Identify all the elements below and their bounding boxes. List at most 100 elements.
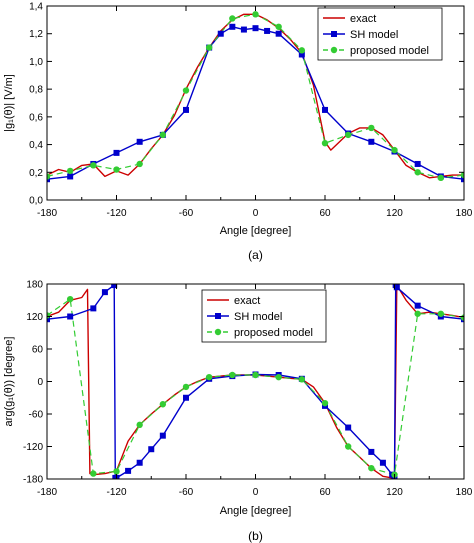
chart-b-point-sh-model <box>148 446 155 453</box>
chart-a-point-proposed-model <box>66 167 74 175</box>
chart-b-point-sh-model <box>90 305 97 312</box>
chart-a-point-proposed-model <box>182 87 190 94</box>
chart-b-x-tick-label: 60 <box>319 487 331 498</box>
chart-b-point-proposed-model <box>90 470 97 477</box>
chart-a-legend-label-proposed-model: proposed model <box>350 45 429 57</box>
chart-a-y-tick-label: 0,8 <box>29 85 43 96</box>
chart-b-point-sh-model <box>159 432 166 439</box>
chart-b-point-sh-model <box>101 289 108 296</box>
chart-b-point-proposed-model <box>113 468 120 475</box>
chart-a-point-sh-model <box>67 173 74 180</box>
chart-a-legend-marker-proposed-model <box>330 46 338 54</box>
chart-a-y-axis-label: |g₁(θ)| [V/m] <box>3 74 15 132</box>
chart-a-point-proposed-model <box>321 139 329 147</box>
chart-b-point-proposed-model <box>460 314 464 321</box>
chart-a-x-tick-label: 180 <box>456 208 473 219</box>
chart-b-point-proposed-model <box>344 443 352 450</box>
chart-b-x-axis-label: Angle [degree] <box>220 505 292 517</box>
chart-b-point-sh-model <box>125 467 132 474</box>
chart-b-point-proposed-model <box>229 371 236 379</box>
chart-b-legend: exact SH model proposed model <box>201 289 327 343</box>
chart-b-point-proposed-model <box>252 371 259 379</box>
chart-b-point-proposed-model <box>159 401 167 408</box>
chart-a-point-sh-model <box>113 149 120 156</box>
chart-a-legend: exact SH model proposed model <box>317 7 443 61</box>
chart-b-point-proposed-model <box>414 310 421 317</box>
chart-b-point-sh-model <box>393 284 400 291</box>
chart-a-point-proposed-model <box>252 11 259 18</box>
chart-a-y-tick-label: 1,2 <box>29 29 43 40</box>
chart-a-legend-label-sh-model: SH model <box>350 29 398 41</box>
chart-b-x-tick-label: -120 <box>106 487 126 498</box>
chart-b-y-tick-label: -180 <box>23 475 43 486</box>
chart-a-point-proposed-model <box>437 174 445 182</box>
chart-a-x-tick-label: 0 <box>253 208 259 219</box>
chart-b-point-proposed-model <box>298 376 306 383</box>
chart-a-point-proposed-model <box>298 47 306 54</box>
chart-a-caption: (a) <box>248 248 263 262</box>
chart-b-point-sh-model <box>67 313 74 320</box>
chart-b-x-tick-label: 0 <box>253 487 259 498</box>
chart-b-x-tick-label: 180 <box>456 487 473 498</box>
chart-a-point-proposed-model <box>113 166 120 173</box>
chart-a-y-tick-label: 1,0 <box>29 57 43 68</box>
chart-a-x-tick-label: -60 <box>179 208 194 219</box>
chart-a-point-proposed-model <box>460 171 464 179</box>
chart-a-point-sh-model <box>322 106 328 113</box>
chart-b-point-proposed-model <box>47 312 51 319</box>
chart-a-x-axis-label: Angle [degree] <box>220 225 292 237</box>
chart-a-point-sh-model <box>368 138 375 145</box>
chart-a-x-tick-label: 60 <box>319 208 331 219</box>
chart-b-point-proposed-model <box>321 399 329 407</box>
chart-b-point-proposed-model <box>437 310 445 317</box>
chart-a-y-tick-label: 0,2 <box>29 168 43 179</box>
chart-a-point-sh-model <box>240 26 247 33</box>
chart-a-point-sh-model <box>229 23 236 30</box>
chart-b-point-proposed-model <box>182 383 190 391</box>
chart-a-point-proposed-model <box>414 169 421 176</box>
chart-a-x-tick-label: -120 <box>106 208 126 219</box>
chart-b-point-sh-model <box>345 424 352 431</box>
chart-a-point-proposed-model <box>205 44 213 51</box>
chart-b-y-tick-label: 0 <box>37 377 43 388</box>
chart-b-y-tick-label: 180 <box>26 280 43 291</box>
chart-b-point-sh-model <box>136 459 143 466</box>
chart-b-y-tick-label: 120 <box>26 312 43 323</box>
chart-a-y-tick-label: 0,4 <box>29 140 43 151</box>
chart-a-legend-marker-sh-model <box>331 31 337 37</box>
chart-b-caption: (b) <box>248 529 263 543</box>
chart-b-point-proposed-model <box>66 295 74 303</box>
chart-b: -180 -120 -60 0 60 120 180 -180 -120 -60 0 60 120 180… <box>3 280 473 543</box>
chart-b-legend-label-exact: exact <box>234 295 260 307</box>
chart-a-y-tick-label: 0,6 <box>29 112 43 123</box>
chart-a-point-proposed-model <box>47 173 51 180</box>
chart-b-legend-label-sh-model: SH model <box>234 311 282 323</box>
chart-b-x-tick-label: -60 <box>179 487 194 498</box>
chart-a-x-tick-label: -180 <box>37 208 57 219</box>
chart-a-point-sh-model <box>275 30 282 37</box>
chart-a-point-proposed-model <box>391 146 398 154</box>
chart-a-point-sh-model <box>414 160 421 167</box>
chart-a-y-tick-label: 1,4 <box>29 2 43 13</box>
chart-b-series-sh-model-line <box>47 284 464 479</box>
chart-b-x-tick-label: 120 <box>386 487 403 498</box>
chart-b-point-sh-model <box>368 448 375 455</box>
chart-a-point-sh-model <box>136 138 143 145</box>
chart-a-point-sh-model <box>461 176 464 183</box>
chart-b-point-proposed-model <box>368 464 375 472</box>
chart-a-point-sh-model <box>217 30 224 37</box>
chart-b-point-proposed-model <box>205 373 213 381</box>
chart-a-y-tick-label: 0,0 <box>29 196 43 207</box>
chart-b-point-sh-model <box>414 302 421 309</box>
chart-b-point-sh-model <box>111 284 118 289</box>
chart-a-point-sh-model <box>252 25 259 32</box>
chart-b-point-sh-model <box>183 394 189 401</box>
chart-a-point-proposed-model <box>136 160 143 168</box>
chart-b-y-tick-label: -120 <box>23 442 43 453</box>
chart-b-x-tick-label: -180 <box>37 487 57 498</box>
chart-b-point-sh-model <box>379 459 386 466</box>
chart-b-legend-label-proposed-model: proposed model <box>234 327 313 339</box>
chart-a-point-proposed-model <box>368 124 375 132</box>
chart-a-point-sh-model <box>183 106 189 113</box>
